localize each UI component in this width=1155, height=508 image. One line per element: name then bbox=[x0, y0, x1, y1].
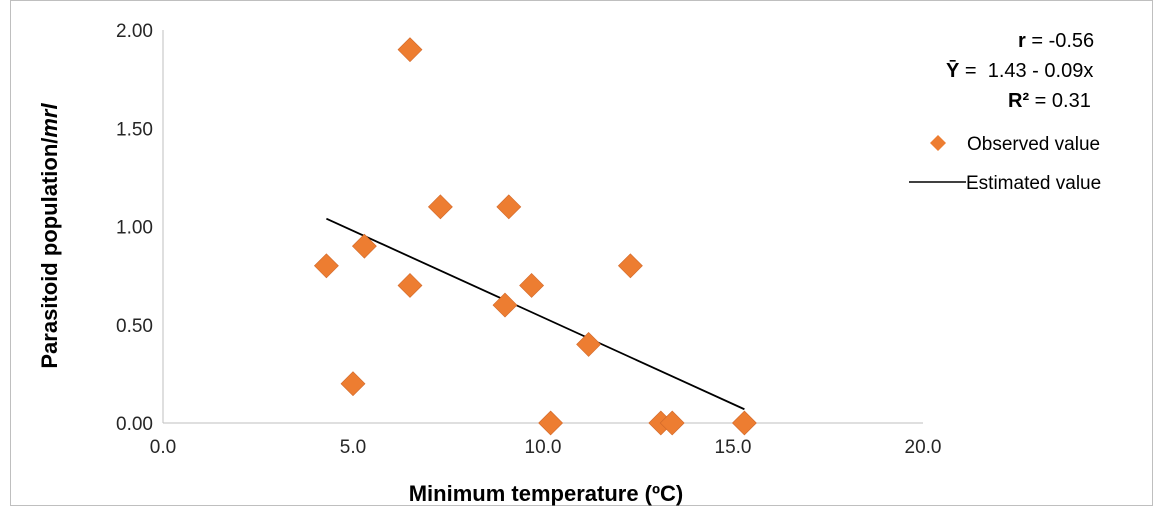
legend-label-estimated: Estimated value bbox=[966, 173, 1101, 194]
x-tick-label: 10.0 bbox=[525, 437, 562, 458]
x-tick-label: 5.0 bbox=[340, 437, 366, 458]
data-point-observed bbox=[538, 410, 564, 436]
data-point-observed bbox=[397, 273, 423, 298]
y-tick-labels: 0.00 0.50 1.00 1.50 2.00 bbox=[116, 21, 153, 435]
data-points-layer bbox=[313, 37, 757, 436]
r2-value: = 0.31 bbox=[1029, 90, 1091, 112]
y-axis-title-italic: mrl bbox=[37, 102, 62, 137]
y-tick-label: 0.00 bbox=[116, 414, 153, 435]
y-tick-label: 1.00 bbox=[116, 218, 153, 239]
data-point-observed bbox=[496, 194, 522, 220]
trendline-layer bbox=[326, 217, 745, 411]
data-point-observed bbox=[492, 292, 518, 318]
data-point-observed bbox=[519, 273, 545, 298]
equation-label: Ȳ bbox=[946, 60, 960, 82]
data-point-observed bbox=[617, 253, 643, 279]
legend-diamond-icon bbox=[930, 135, 946, 151]
data-point-observed bbox=[731, 410, 757, 436]
data-point-observed bbox=[397, 37, 423, 63]
x-tick-labels: 0.0 5.0 10.0 15.0 20.0 bbox=[150, 437, 942, 458]
y-tick-label: 2.00 bbox=[116, 21, 153, 42]
x-tick-label: 20.0 bbox=[905, 437, 942, 458]
data-point-observed bbox=[340, 371, 366, 397]
data-point-observed bbox=[427, 194, 453, 220]
x-axis-title: Minimum temperature (ºC) bbox=[409, 481, 684, 506]
y-axis-title: Parasitoid population/mrl bbox=[37, 102, 62, 368]
data-point-observed bbox=[313, 253, 339, 279]
chart-frame bbox=[10, 0, 1153, 506]
data-point-observed bbox=[576, 331, 602, 357]
data-point-observed bbox=[351, 233, 377, 259]
r-value: = -0.56 bbox=[1026, 30, 1094, 52]
r-label: r bbox=[1018, 30, 1026, 52]
y-tick-label: 1.50 bbox=[116, 119, 153, 140]
stats-annotation: r = -0.56 Ȳ = 1.43 - 0.09x R² = 0.31 bbox=[946, 30, 1094, 112]
equation-value: = 1.43 - 0.09x bbox=[959, 60, 1093, 82]
trendline-estimated bbox=[326, 217, 745, 411]
x-tick-label: 15.0 bbox=[715, 437, 752, 458]
axes bbox=[162, 30, 923, 424]
x-tick-label: 0.0 bbox=[150, 437, 176, 458]
y-tick-label: 0.50 bbox=[116, 316, 153, 337]
y-axis-title-main: Parasitoid population/ bbox=[37, 138, 62, 369]
r-annotation: r = -0.56 bbox=[1018, 30, 1094, 52]
r2-label: R² bbox=[1008, 90, 1029, 112]
equation-annotation: Ȳ = 1.43 - 0.09x bbox=[946, 60, 1093, 82]
data-point-observed bbox=[659, 410, 685, 436]
legend-label-observed: Observed value bbox=[967, 134, 1100, 155]
r2-annotation: R² = 0.31 bbox=[1008, 90, 1091, 112]
legend: Observed value Estimated value bbox=[909, 134, 1101, 194]
